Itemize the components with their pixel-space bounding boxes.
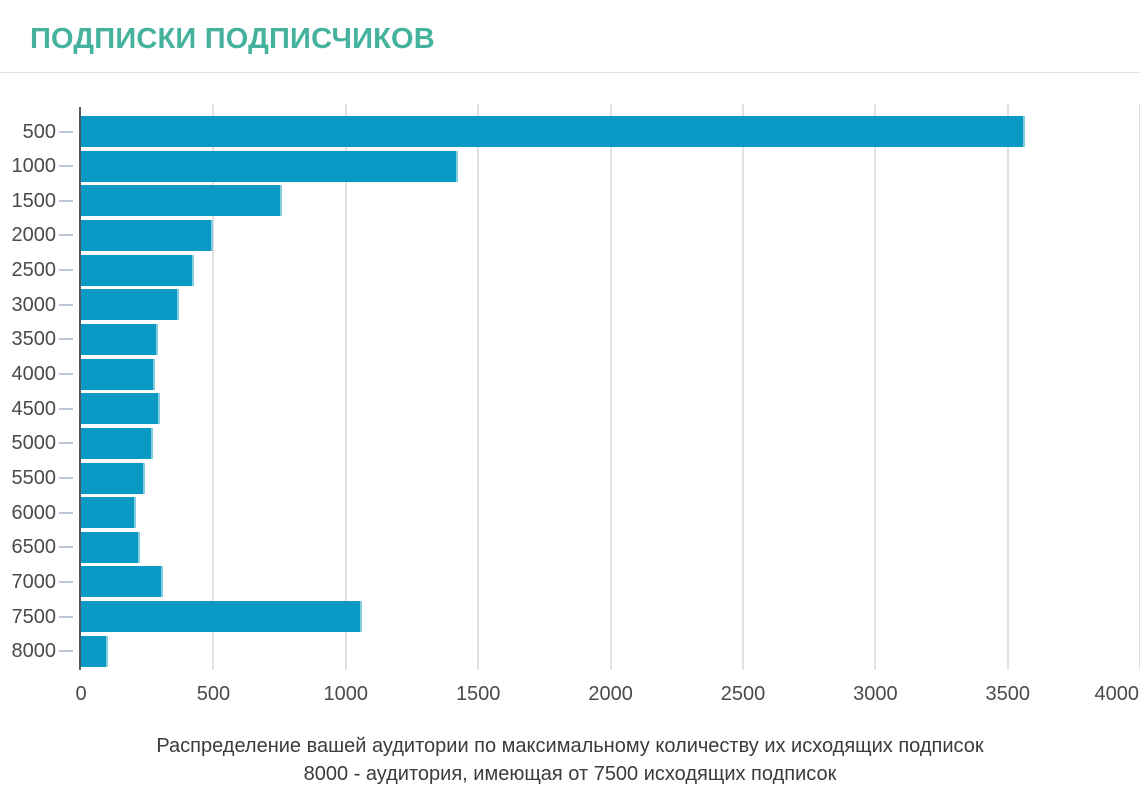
x-axis-label-500: 500	[196, 683, 231, 705]
caption-line-2: 8000 - аудитория, имеющая от 7500 исходя…	[303, 763, 837, 785]
bar-8000	[81, 636, 108, 667]
y-axis-line	[79, 107, 81, 670]
y-axis-tick	[59, 408, 73, 410]
y-axis-label-2500: 2500	[11, 259, 57, 281]
y-axis-tick	[59, 581, 73, 583]
y-axis-label-6500: 6500	[11, 536, 57, 558]
y-axis-label-7500: 7500	[11, 606, 57, 628]
plot-area: 500 1000 1500 2000 2500 3000 3500 4000 4500 5000 5…	[11, 104, 1140, 705]
bar-7500	[81, 601, 362, 632]
y-axis-tick	[59, 373, 73, 375]
bar-6500	[81, 532, 140, 563]
bar-3500	[81, 324, 158, 355]
y-axis-label-2000: 2000	[11, 224, 57, 246]
header-divider	[0, 72, 1140, 73]
bar-2000	[81, 220, 213, 251]
y-axis-tick	[59, 616, 73, 618]
bar-1500	[81, 185, 282, 216]
bar-4500	[81, 393, 160, 424]
page-title: ПОДПИСКИ ПОДПИСЧИКОВ	[30, 23, 435, 55]
y-axis-tick	[59, 269, 73, 271]
x-axis-label-1500: 1500	[455, 683, 501, 705]
gridline-1000	[344, 104, 347, 670]
x-axis-label-3000: 3000	[853, 683, 898, 705]
y-axis-tick	[59, 338, 73, 340]
bar-3000	[81, 289, 179, 320]
bar-500	[81, 116, 1025, 147]
x-axis-label-2000: 2000	[588, 683, 633, 705]
y-axis-tick	[59, 546, 73, 548]
x-axis-label-4000: 4000	[1094, 683, 1140, 705]
y-axis-label-1500: 1500	[11, 190, 57, 212]
header: ПОДПИСКИ ПОДПИСЧИКОВ	[0, 0, 1140, 72]
y-axis-tick	[59, 234, 73, 236]
y-axis-label-5500: 5500	[11, 467, 57, 489]
x-axis-label-2500: 2500	[720, 683, 766, 705]
bar-6000	[81, 497, 136, 528]
y-axis-label-4000: 4000	[11, 363, 57, 385]
gridline-2500	[742, 104, 744, 670]
caption-line-1: Распределение вашей аудитории по максима…	[156, 735, 984, 757]
y-axis-label-3500: 3500	[11, 328, 57, 350]
x-axis-label-3500: 3500	[985, 683, 1031, 705]
y-axis-tick	[59, 131, 73, 133]
y-axis-label-5000: 5000	[11, 432, 57, 454]
y-axis-tick	[59, 477, 73, 479]
chart-caption: Распределение вашей аудитории по максима…	[0, 732, 1140, 788]
gridline-1500	[477, 104, 480, 670]
bar-5000	[81, 428, 153, 459]
x-axis-label-0: 0	[75, 683, 87, 705]
x-axis-label-1000: 1000	[323, 683, 369, 705]
y-axis-label-6000: 6000	[11, 502, 57, 524]
gridline-3500	[1006, 104, 1009, 670]
gridline-3000	[874, 104, 877, 670]
y-axis-tick	[59, 442, 73, 444]
gridline-500	[212, 104, 215, 670]
bar-7000	[81, 566, 163, 597]
bar-5500	[81, 463, 145, 494]
y-axis-label-7000: 7000	[11, 571, 57, 593]
y-axis-tick	[59, 304, 73, 306]
y-axis-label-500: 500	[22, 121, 56, 143]
y-axis-tick	[59, 165, 73, 167]
gridline-2000	[609, 104, 612, 670]
y-axis-label-4500: 4500	[11, 398, 57, 420]
y-axis-label-8000: 8000	[11, 640, 57, 662]
bar-2500	[81, 255, 194, 286]
y-axis-tick	[59, 200, 73, 202]
y-axis-tick	[59, 512, 73, 514]
y-axis-label-3000: 3000	[11, 294, 57, 316]
y-axis-tick	[59, 650, 73, 652]
bar-1000	[81, 151, 458, 182]
y-axis-label-1000: 1000	[11, 155, 57, 177]
bar-4000	[81, 359, 155, 390]
